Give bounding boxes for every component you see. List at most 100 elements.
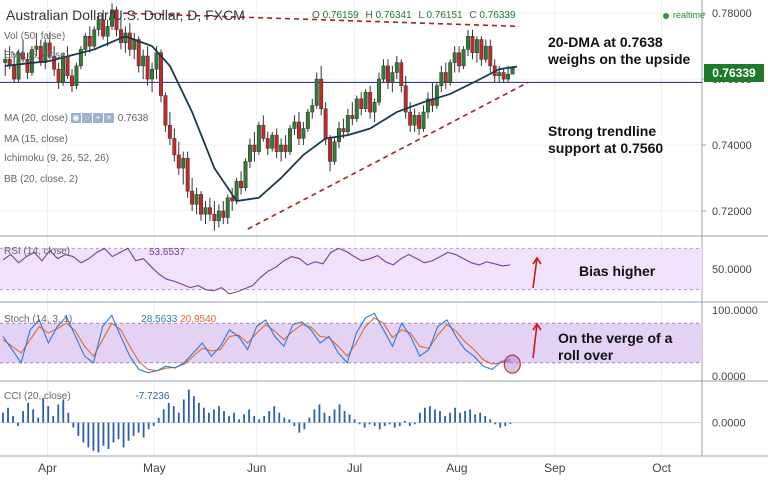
close-icon[interactable]: × [103,113,114,124]
ohlc-close-label: C [469,10,477,21]
candle [118,29,123,44]
time-tick-label: Aug [446,461,467,475]
candle [363,92,368,110]
candle [207,207,212,215]
candle [56,68,61,83]
candle [261,124,266,139]
cci-bar [213,409,215,423]
candle [461,49,466,67]
candle [403,85,408,113]
candle [248,144,252,162]
cci-bar [238,419,240,423]
realtime-indicator: realtime [663,10,705,20]
cci-bar [278,412,281,423]
annotation-dma-line1: 20-DMA at 0.7638 [548,34,663,50]
indicator-vol[interactable]: Vol (50, false) [4,31,65,42]
stoch-d-line [2,317,511,372]
indicator-ichimoku[interactable]: Ichimoku (9, 26, 52, 26) [4,153,109,164]
indicator-rsi[interactable]: RSI (14, close) [4,246,70,257]
cci-panel [0,389,702,453]
candle [381,65,386,80]
candle [243,161,248,189]
stoch-tick-label: 100.0000 [712,305,758,317]
ohlc-readout: O 0.76159 H 0.76341 L 0.76151 C 0.76339 [312,10,520,21]
ohlc-open-value: 0.76159 [322,10,359,21]
cci-bar [253,416,256,423]
cci-bar [358,422,361,425]
candle [385,65,390,83]
cci-bar [268,411,271,423]
candle [448,62,453,83]
candle [114,9,119,30]
cci-tick-label: 0.0000 [712,418,746,430]
candle [394,62,399,73]
indicator-vol-label: Vol (50, false) [4,31,66,42]
indicator-stoch-label: Stoch (14, 3, 1) [4,314,73,325]
cci-bar [72,422,75,428]
candle [34,45,39,50]
cci-bar [343,411,346,423]
cci-bar [449,412,451,423]
indicator-ema[interactable]: EMA (5, close) [4,50,69,61]
cci-bar [398,422,401,426]
realtime-dot-icon [663,12,669,19]
candle [190,190,195,205]
candle [372,101,377,113]
cci-bar [137,422,140,433]
candle [457,52,462,67]
cci-bar [177,412,180,423]
candle [412,115,417,126]
eye-icon[interactable]: ◌ [81,113,92,124]
bias-arrow-head [532,256,542,265]
more-icon[interactable]: + [92,113,103,124]
indicator-ma[interactable]: MA (20, close) ◉ ◌ + × 0.7638 [4,113,148,124]
annotation-trendline-line2: support at 0.7560 [548,140,664,156]
time-tick-label: Oct [652,461,671,475]
cci-bar [112,422,115,443]
candle [288,128,292,152]
candle [323,108,328,139]
cci-bar [77,422,80,436]
candle [443,72,448,83]
candle [239,181,244,189]
cci-bar [363,422,366,428]
cci-bar [117,422,120,440]
chart-title: Australian Dollar/U.S. Dollar, D, FXCM [6,7,245,23]
axes: 0.780000.760000.740000.7200050.0000100.0… [38,8,758,475]
cci-bar [12,416,14,423]
candle [159,52,163,96]
cci-bar [82,422,85,443]
candle [483,45,488,60]
annotation-dma-line2: weighs on the upside [548,51,691,67]
candle [501,72,506,80]
candle [279,144,284,152]
settings-icon[interactable]: ◉ [70,113,81,124]
indicator-bb[interactable]: BB (20, close, 2) [4,174,78,185]
cci-bar [373,422,376,426]
cci-bar [413,422,416,425]
cci-bar [484,416,487,423]
indicator-ma2[interactable]: MA (15, close) [4,134,68,145]
candle [199,194,203,215]
annotation-bias: Bias higher [579,263,656,279]
indicator-ma2-label: MA (15, close) [4,134,68,145]
candle [452,52,457,63]
candle [154,52,159,70]
candle [87,36,92,47]
rsi-tick-label: 50.0000 [712,264,752,276]
cci-bar [167,402,170,423]
candle [181,157,186,169]
indicator-cci[interactable]: CCI (20, close) -7.7236 [4,391,169,402]
candle [21,52,25,60]
candle [359,98,364,110]
cci-bar [57,404,60,423]
indicator-stoch[interactable]: Stoch (14, 3, 1) 28.5633 20.9540 [4,314,216,325]
cci-bar [263,416,266,423]
cci-bar [182,399,185,423]
cci-bar [2,412,4,423]
time-tick-label: Jun [247,461,266,475]
candle [74,65,79,86]
indicator-ma-value: 0.7638 [117,113,149,125]
cci-bar [288,419,291,423]
cci-bar [368,422,371,425]
